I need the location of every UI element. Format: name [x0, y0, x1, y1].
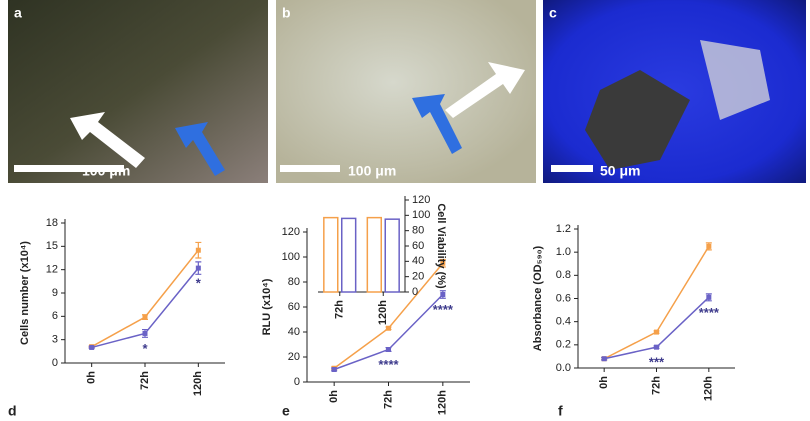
y-tick-label: 0.0: [556, 362, 571, 374]
panel-label: f: [558, 403, 563, 419]
x-tick-label: 72h: [334, 300, 346, 319]
y-tick-label: 15: [46, 240, 58, 252]
point: [601, 356, 607, 362]
x-tick-label: 120h: [192, 371, 204, 396]
y-tick-label: 0.4: [556, 316, 571, 328]
image-b: [276, 0, 536, 183]
y-tick-label: 1.2: [556, 223, 571, 235]
bar: [384, 218, 400, 293]
bar: [341, 217, 357, 293]
point: [440, 292, 446, 297]
y-tick-label: 0.8: [556, 269, 571, 281]
y-tick-label: 60: [288, 301, 300, 313]
x-tick-label: 0h: [598, 376, 610, 389]
panel-label: a: [14, 5, 22, 21]
y-tick-label: 20: [288, 351, 300, 363]
panel-label: c: [549, 5, 557, 21]
panel-label: b: [282, 5, 291, 21]
point: [706, 243, 712, 249]
y-tick-label: 120: [412, 194, 430, 206]
x-tick-label: 72h: [139, 371, 151, 390]
x-tick-label: 120h: [703, 376, 715, 401]
y-tick-label: 60: [412, 240, 424, 252]
point: [89, 344, 95, 350]
bar: [366, 216, 382, 293]
x-tick-label: 72h: [382, 390, 394, 409]
point: [142, 330, 148, 336]
scale-bar-label: 100 μm: [82, 163, 130, 179]
x-tick-label: 0h: [86, 371, 98, 384]
point: [654, 344, 659, 350]
y-tick-label: 0: [52, 357, 58, 369]
significance-label: *: [142, 341, 148, 356]
point: [654, 329, 659, 335]
x-tick-label: 0h: [328, 390, 340, 403]
x-tick-label: 120h: [377, 300, 389, 325]
y-tick-label: 0.6: [556, 292, 571, 304]
y-tick-label: 9: [52, 287, 58, 299]
y-tick-label: 0: [412, 286, 418, 298]
point: [331, 367, 337, 372]
y-tick-label: 20: [412, 271, 424, 283]
point: [195, 247, 201, 253]
x-tick-label: 72h: [650, 376, 662, 395]
panel-label: e: [282, 403, 290, 419]
y-tick-label: 40: [288, 326, 300, 338]
point: [386, 347, 391, 352]
point: [142, 314, 148, 320]
image-a: [8, 0, 268, 183]
y-tick-label: 80: [412, 225, 424, 237]
y-tick-label: 80: [288, 276, 300, 288]
y-tick-label: 18: [46, 217, 58, 229]
point: [386, 325, 391, 331]
y-tick-label: 0.2: [556, 339, 571, 351]
y-tick-label: 120: [282, 226, 300, 238]
y-axis-label: Absorbance (OD₅₉₀): [532, 245, 544, 351]
y-tick-label: 40: [412, 255, 424, 267]
point: [440, 260, 446, 266]
significance-label: ****: [699, 305, 720, 320]
significance-label: *: [196, 276, 202, 291]
y-axis-label: RLU (x10⁴): [261, 278, 273, 335]
y-tick-label: 12: [46, 264, 58, 276]
y-tick-label: 100: [282, 251, 300, 263]
scale-bar-label: 100 μm: [348, 163, 396, 179]
bar: [323, 216, 339, 293]
panel-label: d: [8, 403, 17, 419]
significance-label: ****: [378, 357, 399, 372]
point: [195, 265, 201, 271]
y-tick-label: 6: [52, 310, 58, 322]
y-tick-label: 0: [294, 376, 300, 388]
image-c: [543, 0, 806, 183]
y-tick-label: 3: [52, 334, 58, 346]
y-axis-label: Cells number (x10⁴): [19, 241, 31, 345]
y-tick-label: 100: [412, 209, 430, 221]
y-tick-label: 1.0: [556, 246, 571, 258]
point: [706, 294, 712, 300]
x-tick-label: 120h: [437, 390, 449, 415]
scale-bar-label: 50 μm: [600, 163, 640, 179]
significance-label: ***: [649, 355, 665, 370]
y-axis-label: Cell Viability (%): [435, 203, 447, 289]
series-line: [603, 245, 710, 360]
significance-label: ****: [433, 302, 454, 317]
